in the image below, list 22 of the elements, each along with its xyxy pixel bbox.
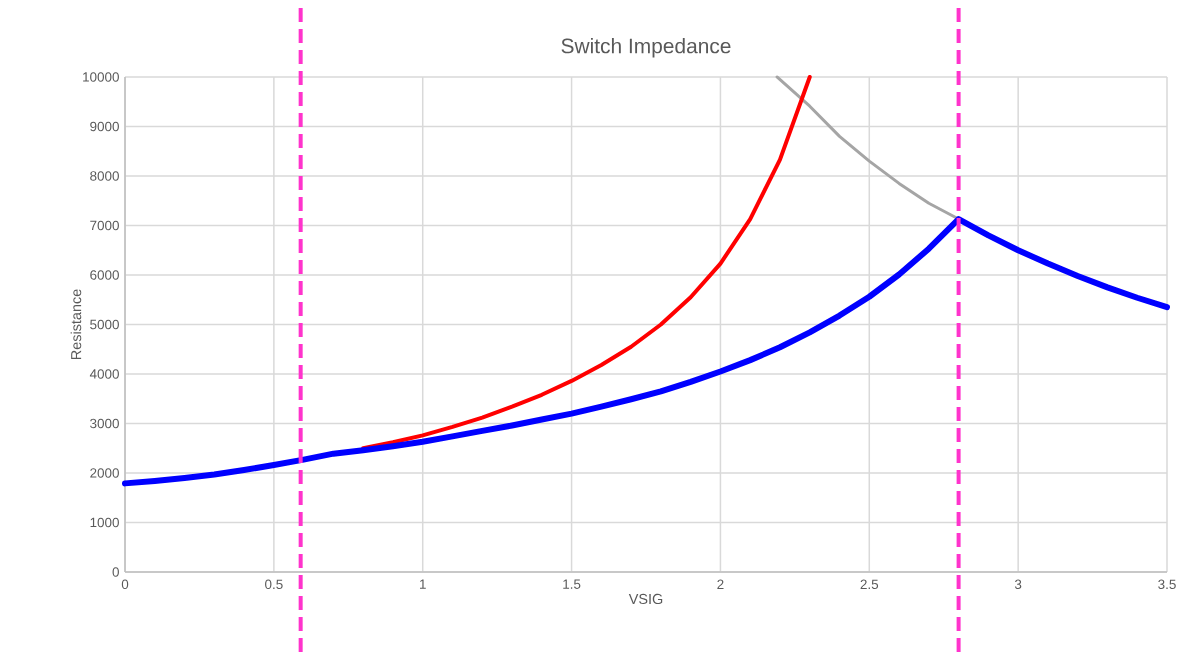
y-tick-label: 7000: [90, 220, 119, 231]
y-tick-label: 5000: [90, 319, 119, 330]
y-tick-label: 4000: [89, 369, 119, 379]
x-tick-label: 1.5: [563, 579, 581, 589]
y-tick-label: 9000: [90, 121, 119, 132]
x-tick-label: 1: [420, 579, 426, 589]
x-tick-label: 3.5: [1158, 579, 1176, 590]
y-axis-title: Resistance: [70, 289, 82, 360]
x-tick-label: 0: [121, 579, 129, 590]
x-tick-label: 0.5: [265, 579, 283, 590]
y-tick-label: 0: [112, 567, 119, 577]
x-tick-label: 2.5: [860, 579, 879, 590]
y-tick-label: 3000: [90, 418, 119, 429]
y-tick-label: 6000: [90, 270, 119, 280]
x-axis-title: VSIG: [628, 593, 663, 605]
y-tick-label: 10000: [83, 72, 119, 82]
y-tick-label: 8000: [90, 171, 119, 181]
chart-title: Switch Impedance: [561, 37, 731, 58]
y-tick-label: 2000: [90, 468, 119, 478]
y-tick-label: 1000: [90, 517, 119, 528]
x-tick-label: 3: [1014, 579, 1022, 590]
x-tick-label: 2: [717, 579, 724, 589]
